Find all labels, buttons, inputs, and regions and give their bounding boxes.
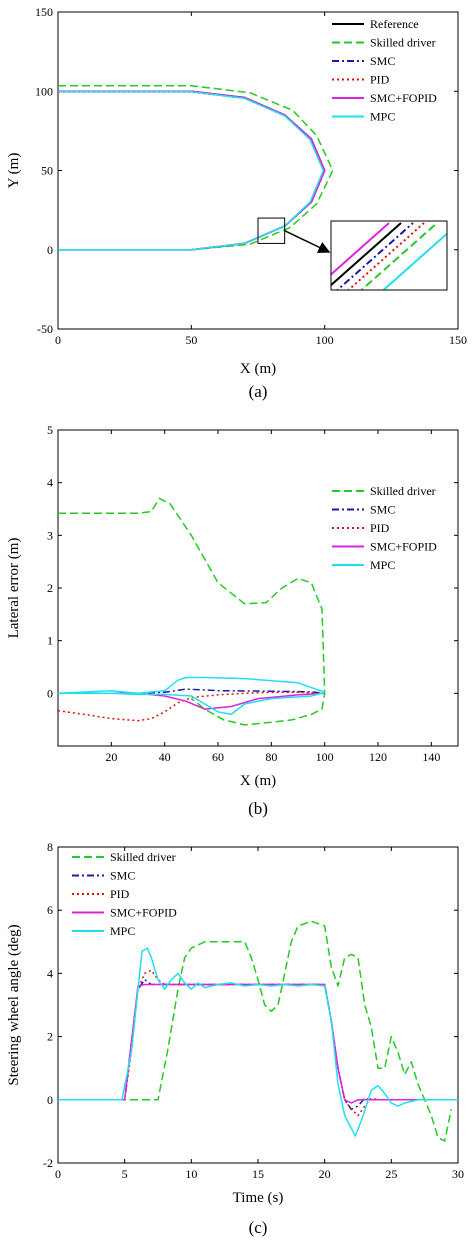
panel-b-series-pid [58, 691, 325, 722]
panel-c-y-tick-label: 0 [47, 1093, 53, 1107]
panel-c-caption: (c) [249, 1218, 268, 1237]
panel-a-y-axis-label: Y (m) [6, 153, 22, 189]
panel-a-inset [330, 220, 448, 291]
panel-c-series-skilled-driver [58, 920, 453, 1142]
panel-b-x-tick-label: 80 [265, 750, 277, 764]
panel-b-y-tick-label: 2 [47, 581, 53, 595]
panel-a-legend-label-reference: Reference [370, 17, 419, 31]
panel-b-y-axis-label: Lateral error (m) [6, 538, 22, 639]
panel-c-series-smc [58, 978, 458, 1111]
panel-a-y-tick-label: -50 [37, 322, 53, 336]
panel-c-x-tick-label: 5 [122, 1167, 128, 1181]
panel-a-y-tick-label: 100 [35, 84, 53, 98]
panel-b-series-skilled-driver [58, 497, 326, 726]
panel-b-x-tick-label: 40 [159, 750, 171, 764]
panel-a-legend-label-smc: SMC [370, 54, 395, 68]
panel-b-x-tick-label: 120 [369, 750, 387, 764]
panel-c-x-tick-label: 20 [319, 1167, 331, 1181]
panel-a-y-tick-label: 50 [41, 164, 53, 178]
panel-b-y-tick-label: 3 [47, 528, 53, 542]
panel-c-y-tick-label: -2 [43, 1156, 53, 1170]
panel-a-inset-frame [330, 220, 448, 291]
panel-a-series-skilled-driver [58, 84, 334, 251]
panel-c-y-tick-label: 6 [47, 903, 53, 917]
panel-a-legend-label-pid: PID [370, 73, 390, 87]
panel-b-legend-label-smc: SMC [370, 503, 395, 517]
panel-b-legend-label-mpc: MPC [370, 558, 395, 572]
panel-a-legend-label-skilled-driver: Skilled driver [370, 36, 436, 50]
panel-c-x-tick-label: 10 [185, 1167, 197, 1181]
panel-a-y-tick-label: 0 [47, 243, 53, 257]
panel-c-y-tick-label: 8 [47, 840, 53, 854]
panel-a-zoom-arrow [284, 230, 331, 253]
panel-b-x-tick-label: 100 [316, 750, 334, 764]
panel-c-x-axis-label: Time (s) [233, 1190, 284, 1206]
panel-a-series-mpc [58, 90, 325, 251]
panel-b-legend-label-smc-fopid: SMC+FOPID [370, 540, 437, 554]
panel-c-x-tick-label: 15 [252, 1167, 264, 1181]
panel-c-x-tick-label: 25 [385, 1167, 397, 1181]
panel-a-inset-line-mpc [382, 232, 447, 290]
panel-a-x-tick-label: 150 [449, 333, 467, 347]
panel-b-legend-label-pid: PID [370, 521, 390, 535]
panel-b-series-mpc [58, 676, 326, 716]
panel-c-x-tick-label: 0 [55, 1167, 61, 1181]
panel-a-legend-label-smc-fopid: SMC+FOPID [370, 91, 437, 105]
panel-c-y-axis-label: Steering wheel angle (deg) [6, 924, 22, 1085]
panel-a-x-tick-label: 0 [55, 333, 61, 347]
panel-b-series-group [58, 497, 326, 726]
panel-c-series-mpc [58, 947, 458, 1137]
panel-b-y-tick-label: 1 [47, 634, 53, 648]
panel-a-inset-line-smc [336, 222, 414, 290]
panel-c-legend-label-pid: PID [110, 887, 130, 901]
panel-c-y-tick-label: 4 [47, 966, 53, 980]
panel-a-legend-label-mpc: MPC [370, 110, 395, 124]
panel-c-series-group [58, 920, 458, 1142]
panel-b-line-chart: 20 40 60 80 100 120 140 0 1 2 3 4 5 X (m) Lateral erro… [6, 423, 459, 789]
panel-b-legend-label-skilled-driver: Skilled driver [370, 484, 436, 498]
panel-c-x-tick-label: 30 [452, 1167, 464, 1181]
panel-b-series-smc [58, 688, 325, 695]
panel-a-series-group [58, 84, 334, 251]
panel-a-x-axis-label: X (m) [240, 361, 276, 377]
panel-b-x-tick-label: 60 [212, 750, 224, 764]
panel-b-caption: (b) [248, 799, 268, 818]
panel-b-y-tick-label: 4 [47, 476, 53, 490]
panel-a-x-tick-label: 100 [316, 333, 334, 347]
panel-a-inset-line-reference [331, 222, 402, 287]
panel-a-inset-line-smc-fopid [331, 222, 390, 276]
panel-c-y-tick-label: 2 [47, 1030, 53, 1044]
panel-c-series-smc-fopid [58, 983, 458, 1104]
panel-c-legend-label-smc-fopid: SMC+FOPID [110, 906, 177, 920]
panel-b-y-tick-label: 5 [47, 423, 53, 437]
panel-a-y-tick-label: 150 [35, 5, 53, 19]
panel-c-series-pid [58, 969, 458, 1117]
panel-b-x-tick-label: 140 [422, 750, 440, 764]
panel-a-x-tick-label: 50 [185, 333, 197, 347]
panel-a-caption: (a) [249, 382, 268, 401]
panel-b-x-axis-label: X (m) [240, 773, 276, 789]
panel-a-inset-line-skilled-driver [360, 222, 438, 290]
panel-b-x-tick-label: 20 [105, 750, 117, 764]
panel-c-legend-label-skilled-driver: Skilled driver [110, 850, 176, 864]
panel-c-legend-label-mpc: MPC [110, 924, 135, 938]
panel-c-legend-label-smc: SMC [110, 869, 135, 883]
panel-b-y-tick-label: 0 [47, 686, 53, 700]
